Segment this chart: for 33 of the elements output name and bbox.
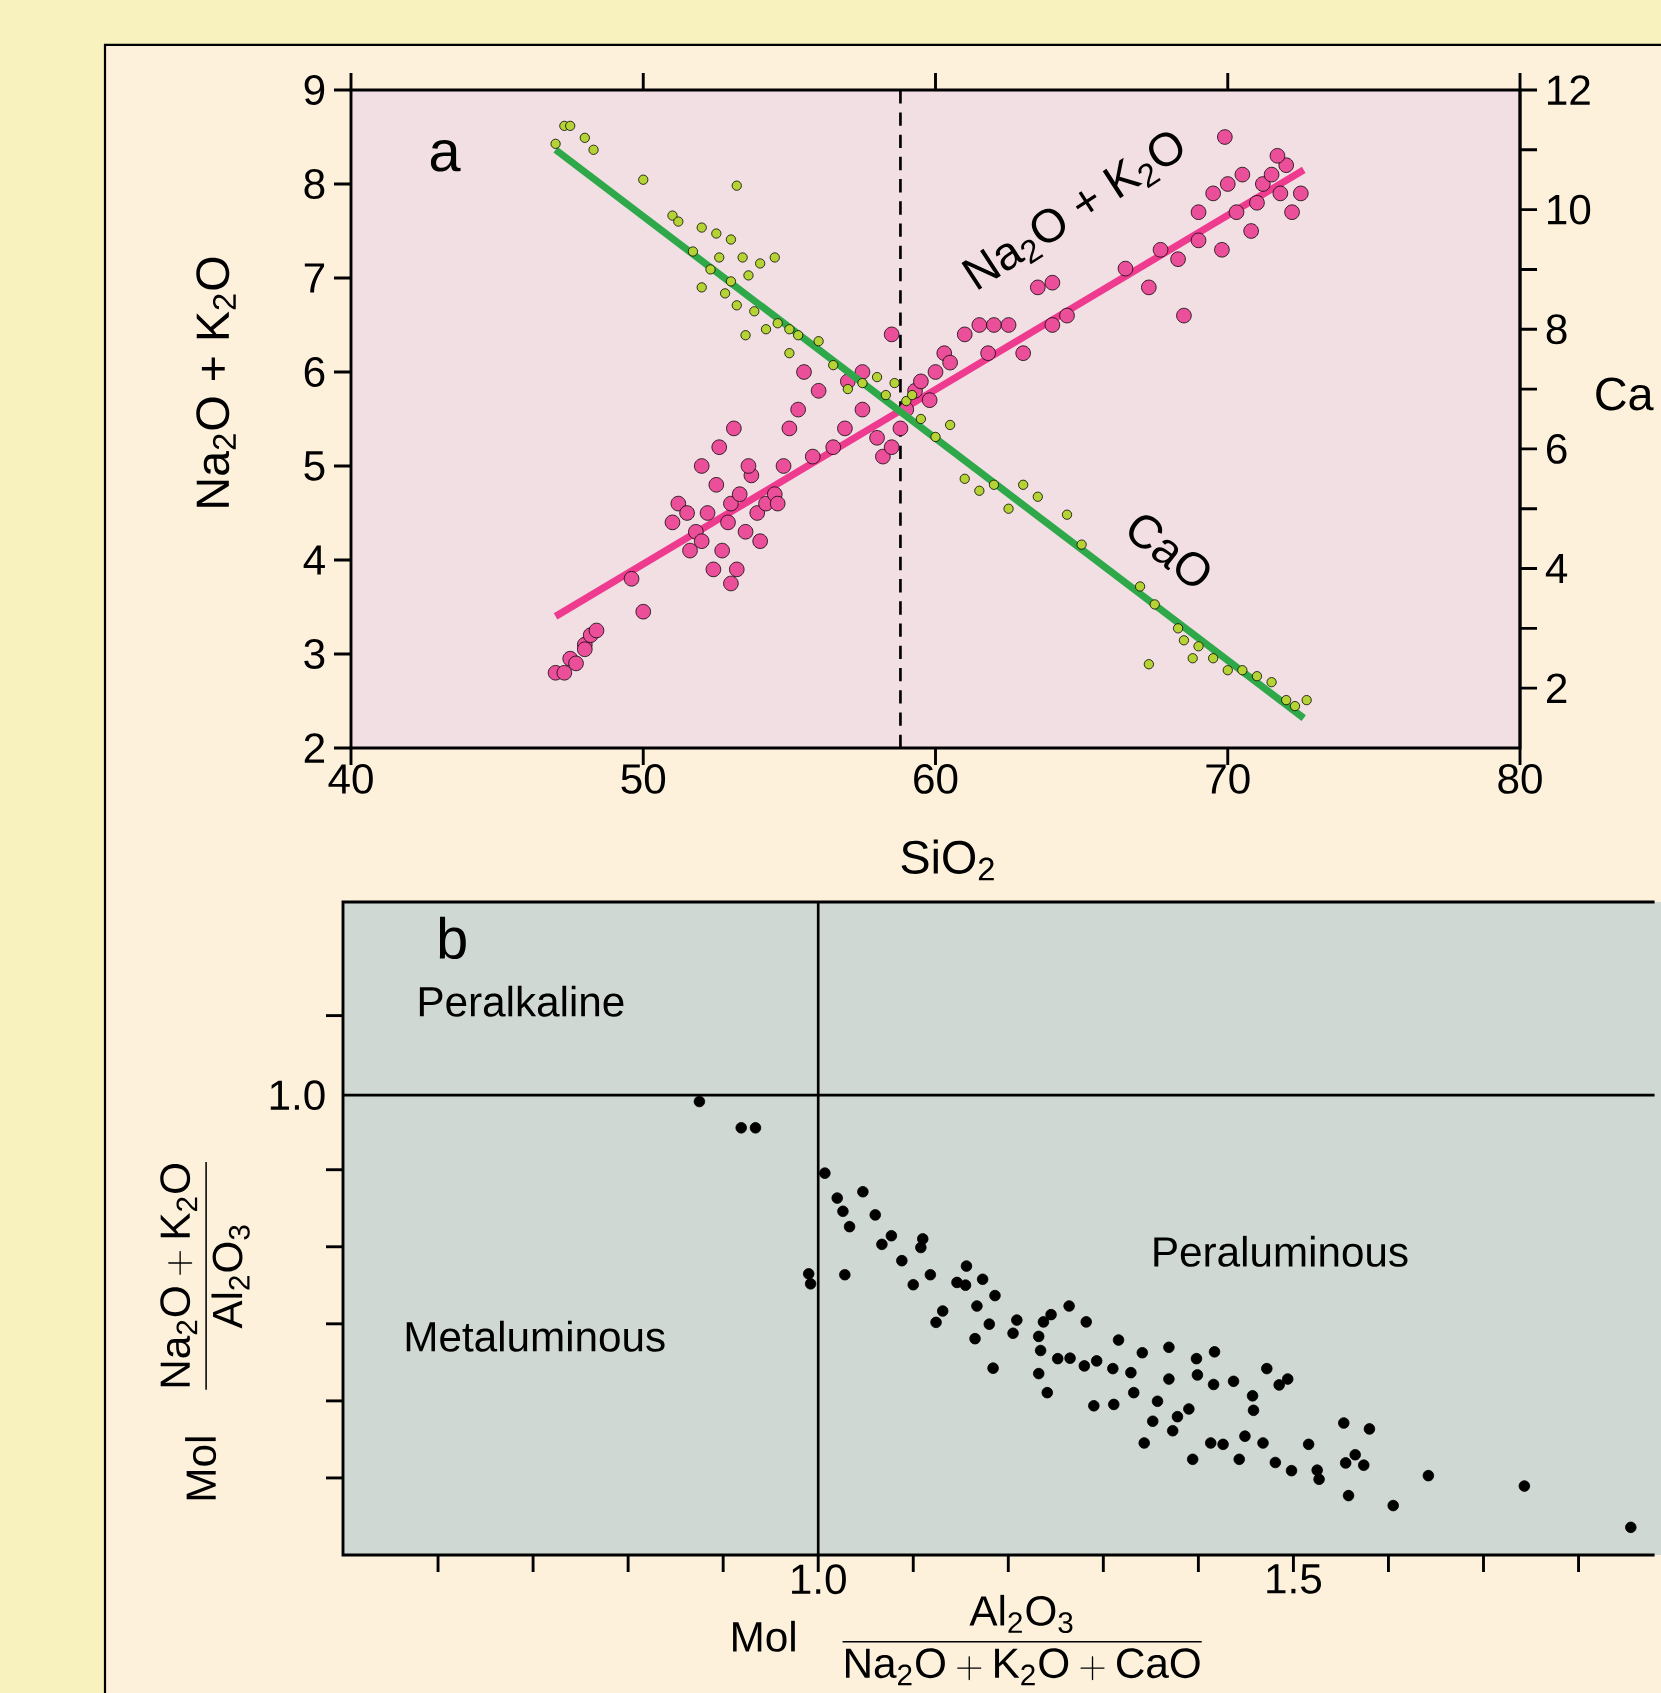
y-tick-label: 8 [304, 169, 325, 199]
x-axis-title: SiO$_{2}$ [901, 839, 994, 881]
x-tick-label: 60 [914, 763, 958, 794]
y-tick-label: 4 [303, 545, 325, 575]
y2-tick-label: 8 [1546, 314, 1567, 345]
y2-axis-title: Ca [1596, 377, 1654, 411]
x-tick-label: 70 [1206, 763, 1250, 794]
annotation: Na$_{2}$O + K$_{2}$O [961, 132, 1183, 290]
x-axis-title: $\mathrm{Mol}\quad\frac{\mathrm{Al_{2}O_{3}}}{\mathrm{Na_{2}O} + \mathrm{K_{2}O} + \mathrm{CaO}}$ [733, 1594, 1202, 1686]
x-tick-label: 80 [1498, 763, 1542, 794]
annotation: CaO [1129, 515, 1210, 586]
y2-tick-label: 12 [1548, 75, 1590, 105]
annotation: a [430, 139, 461, 172]
annotation: Peraluminous [1154, 1235, 1408, 1267]
y-tick-label: 3 [304, 639, 325, 669]
y2-tick-label: 4 [1545, 554, 1568, 584]
ref-line-label: 1.0 [270, 1080, 325, 1111]
x-tick-label: 40 [328, 763, 373, 794]
x-tick-label: 1.5 [1267, 1564, 1321, 1594]
y2-tick-label: 10 [1548, 194, 1591, 225]
y-tick-label: 5 [304, 451, 325, 481]
y2-tick-label: 2 [1547, 673, 1567, 703]
x-tick-label: 50 [621, 763, 666, 794]
text: Peralkaline [419, 985, 624, 1017]
annotation: Metaluminous [406, 1320, 665, 1352]
text: b [439, 916, 466, 960]
y-tick-label: 2 [304, 733, 325, 763]
y-axis-title: Na$_{2}$O + K$_{2}$O [196, 257, 236, 507]
y-tick-label: 6 [304, 357, 325, 387]
y-axis-title: $\mathrm{Mol}\quad\frac{\mathrm{Na_{2}O} + \mathrm{K_{2}O}}{\mathrm{Al_{2}O_{3}}}$ [160, 1162, 250, 1500]
y-tick-label: 9 [304, 75, 325, 105]
y-tick-label: 7 [304, 263, 325, 293]
y2-tick-label: 6 [1547, 433, 1567, 464]
